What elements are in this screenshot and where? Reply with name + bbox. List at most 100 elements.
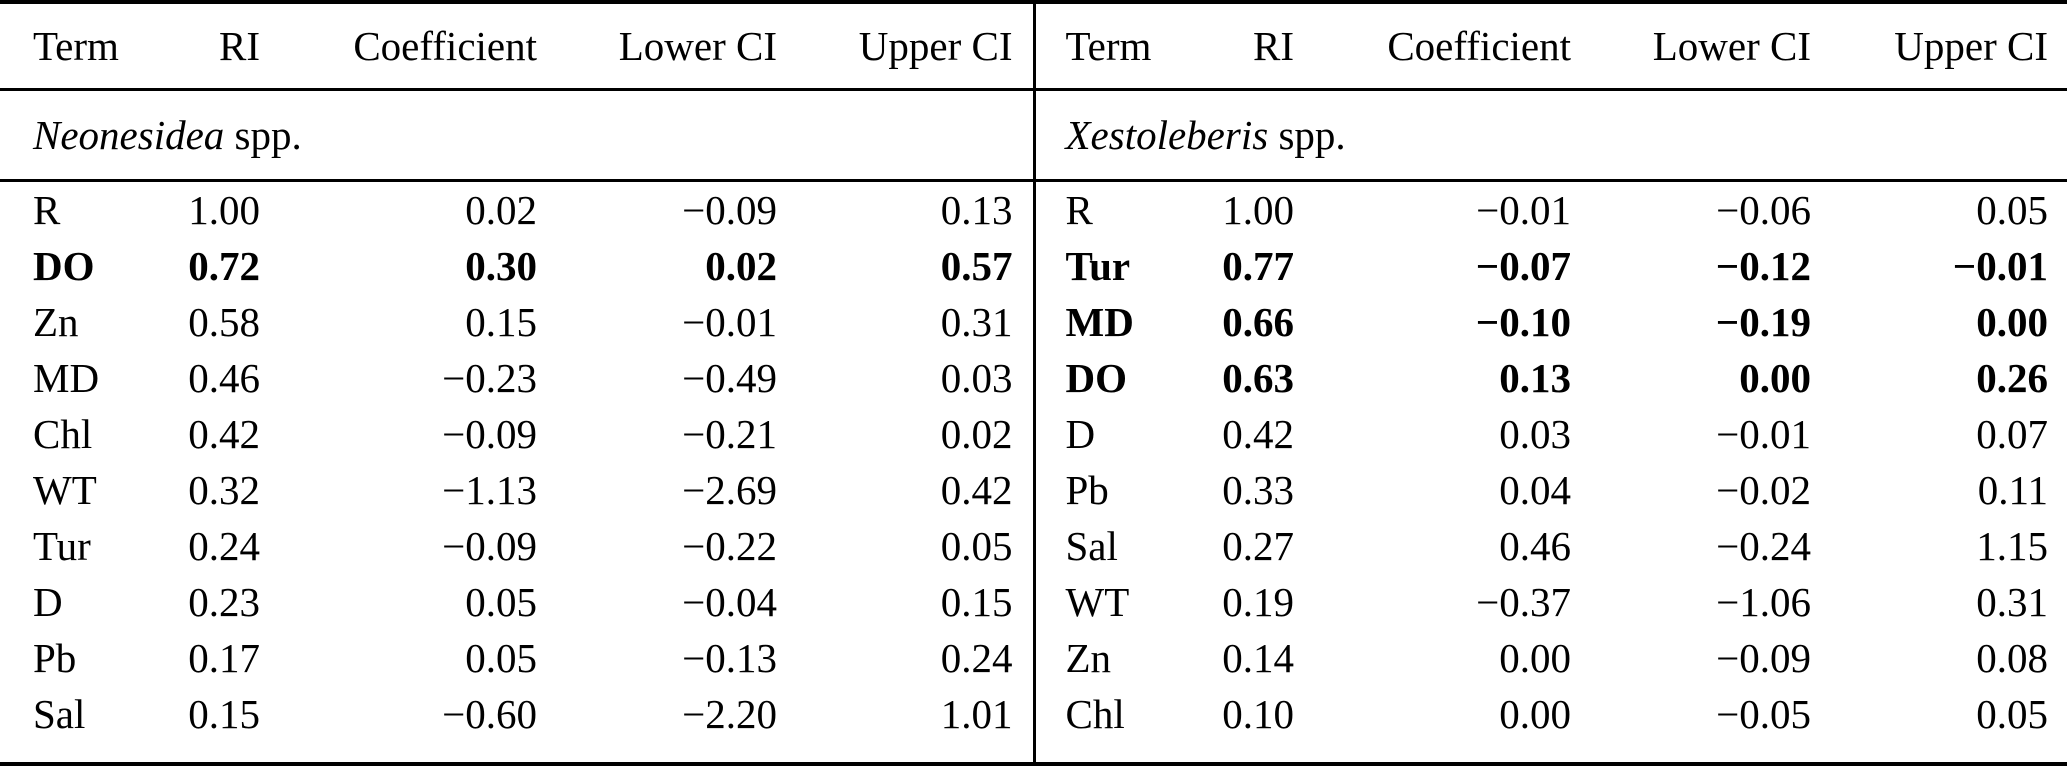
genus-name: Xestoleberis xyxy=(1065,112,1269,158)
cell-coefficient: −0.10 xyxy=(1475,299,1571,345)
cell-term: DO xyxy=(1065,355,1128,401)
cell-lower-ci: −0.12 xyxy=(1715,243,1811,289)
cell-lower-ci: −2.69 xyxy=(682,467,777,513)
cell-upper-ci: 0.05 xyxy=(1976,691,2048,737)
cell-term: MD xyxy=(33,355,100,401)
cell-lower-ci: −0.49 xyxy=(682,355,777,401)
cell-coefficient: 0.00 xyxy=(1499,635,1571,681)
cell-upper-ci: 0.02 xyxy=(777,406,1036,462)
cell-lower-ci: −0.09 xyxy=(1716,635,1811,681)
table-row-1: R 1.00 0.02 −0.09 0.13 R 1.00 −0.01 −0.0… xyxy=(0,180,2067,238)
cell-coefficient: −0.23 xyxy=(442,355,537,401)
cell-coefficient: 0.46 xyxy=(1499,523,1571,569)
cell-term: Sal xyxy=(33,691,86,737)
table-row-8: D 0.23 0.05 −0.04 0.15 WT 0.19 −0.37 −1.… xyxy=(0,574,2067,630)
cell-ri: 0.27 xyxy=(1222,523,1294,569)
cell-lower-ci: −0.05 xyxy=(1716,691,1811,737)
cell-ri: 0.33 xyxy=(1222,467,1294,513)
cell-coefficient: −0.07 xyxy=(1475,243,1571,289)
section-title-neonesidea: Neonesidea spp. xyxy=(0,89,1036,182)
table-row-6: WT 0.32 −1.13 −2.69 0.42 Pb 0.33 0.04 −0… xyxy=(0,462,2067,518)
col-header-coefficient-left: Coefficient xyxy=(260,2,537,91)
table-row-9: Pb 0.17 0.05 −0.13 0.24 Zn 0.14 0.00 −0.… xyxy=(0,630,2067,686)
cell-ri: 0.15 xyxy=(188,691,260,737)
cell-coefficient: −1.13 xyxy=(442,467,537,513)
genus-name: Neonesidea xyxy=(33,112,225,158)
cell-coefficient: −0.09 xyxy=(442,523,537,569)
cell-lower-ci: −0.01 xyxy=(682,299,777,345)
cell-term: Zn xyxy=(33,299,79,345)
cell-ri: 0.14 xyxy=(1222,635,1294,681)
col-header-ri-left: RI xyxy=(150,2,260,91)
col-header-lower-ci-right: Lower CI xyxy=(1571,2,1811,91)
cell-coefficient: −0.01 xyxy=(1476,187,1571,233)
cell-upper-ci: 0.00 xyxy=(1976,299,2048,345)
cell-term: WT xyxy=(33,467,97,513)
cell-ri: 0.63 xyxy=(1222,355,1294,401)
cell-upper-ci: 0.26 xyxy=(1976,355,2048,401)
cell-coefficient: 0.04 xyxy=(1499,467,1571,513)
cell-coefficient: −0.60 xyxy=(442,691,537,737)
table-row-10: Sal 0.15 −0.60 −2.20 1.01 Chl 0.10 0.00 … xyxy=(0,686,2067,742)
cell-lower-ci: −0.24 xyxy=(1716,523,1811,569)
table-row-5: Chl 0.42 −0.09 −0.21 0.02 D 0.42 0.03 −0… xyxy=(0,406,2067,462)
cell-upper-ci: 0.13 xyxy=(777,180,1036,238)
cell-ri: 0.72 xyxy=(188,243,260,289)
species-suffix: spp. xyxy=(1268,112,1346,158)
cell-ri: 0.19 xyxy=(1222,579,1294,625)
col-header-upper-ci-left: Upper CI xyxy=(777,2,1036,91)
cell-lower-ci: −0.22 xyxy=(682,523,777,569)
spacer-cell xyxy=(1034,742,2067,764)
header-row: Term RI Coefficient Lower CI Upper CI Te… xyxy=(0,2,2067,91)
cell-lower-ci: −0.02 xyxy=(1716,467,1811,513)
cell-term: D xyxy=(33,579,63,625)
cell-upper-ci: 0.57 xyxy=(777,238,1036,294)
cell-coefficient: 0.05 xyxy=(465,635,537,681)
species-suffix: spp. xyxy=(224,112,302,158)
cell-ri: 0.32 xyxy=(188,467,260,513)
cell-term: Zn xyxy=(1065,635,1112,681)
cell-upper-ci: 1.01 xyxy=(777,686,1036,742)
cell-ri: 0.66 xyxy=(1222,299,1294,345)
cell-ri: 0.58 xyxy=(188,299,260,345)
cell-term: Tur xyxy=(33,523,91,569)
cell-ri: 0.42 xyxy=(1222,411,1294,457)
col-header-ri-right: RI xyxy=(1184,2,1294,91)
cell-ri: 0.24 xyxy=(188,523,260,569)
cell-upper-ci: 0.42 xyxy=(777,462,1036,518)
spacer-row xyxy=(0,742,2067,764)
cell-upper-ci: 0.31 xyxy=(777,294,1036,350)
cell-lower-ci: −0.04 xyxy=(682,579,777,625)
cell-upper-ci: 0.07 xyxy=(1976,411,2048,457)
cell-upper-ci: 0.11 xyxy=(1977,467,2048,513)
cell-term: MD xyxy=(1065,299,1134,345)
table-row-2: DO 0.72 0.30 0.02 0.57 Tur 0.77 −0.07 −0… xyxy=(0,238,2067,294)
col-header-term-left: Term xyxy=(0,2,150,91)
cell-lower-ci: −0.01 xyxy=(1716,411,1811,457)
cell-coefficient: 0.13 xyxy=(1499,355,1571,401)
col-header-coefficient-right: Coefficient xyxy=(1294,2,1571,91)
cell-term: Pb xyxy=(1065,467,1109,513)
cell-lower-ci: −2.20 xyxy=(682,691,777,737)
spacer-cell xyxy=(0,742,1036,764)
cell-coefficient: 0.15 xyxy=(465,299,537,345)
cell-term: WT xyxy=(1065,579,1130,625)
cell-ri: 0.46 xyxy=(188,355,260,401)
cell-term: Chl xyxy=(33,411,93,457)
table-row-3: Zn 0.58 0.15 −0.01 0.31 MD 0.66 −0.10 −0… xyxy=(0,294,2067,350)
cell-lower-ci: −1.06 xyxy=(1716,579,1811,625)
cell-upper-ci: 0.31 xyxy=(1976,579,2048,625)
cell-term: R xyxy=(33,187,61,233)
cell-term: Chl xyxy=(1065,691,1125,737)
section-title-xestoleberis: Xestoleberis spp. xyxy=(1034,89,2067,182)
cell-lower-ci: 0.00 xyxy=(1739,355,1811,401)
cell-lower-ci: 0.02 xyxy=(705,243,777,289)
col-header-term-right: Term xyxy=(1034,2,1184,91)
cell-upper-ci: 0.24 xyxy=(777,630,1036,686)
cell-term: Sal xyxy=(1065,523,1118,569)
cell-ri: 1.00 xyxy=(188,187,260,233)
cell-ri: 0.10 xyxy=(1222,691,1294,737)
cell-lower-ci: −0.19 xyxy=(1715,299,1811,345)
cell-upper-ci: 1.15 xyxy=(1976,523,2048,569)
